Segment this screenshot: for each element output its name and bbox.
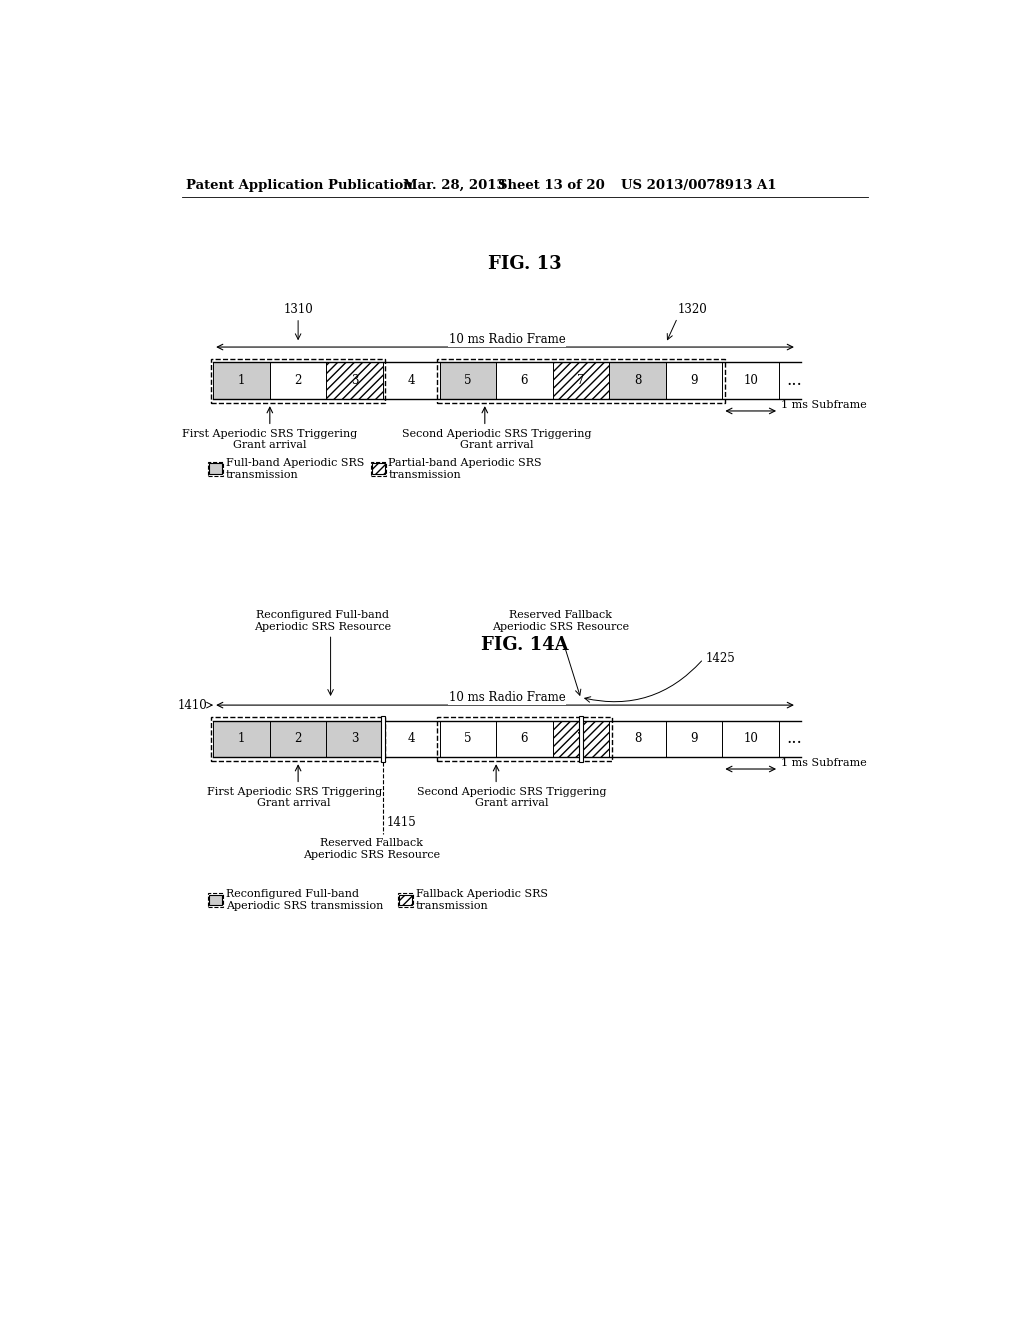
Bar bbox=[496, 363, 553, 400]
Text: 5: 5 bbox=[464, 733, 472, 746]
Text: 8: 8 bbox=[634, 733, 641, 746]
Bar bbox=[213, 363, 270, 400]
Bar bbox=[213, 721, 270, 758]
Bar bbox=[553, 363, 609, 400]
Bar bbox=[579, 715, 584, 762]
Bar bbox=[383, 363, 439, 400]
Text: 7: 7 bbox=[578, 375, 585, 388]
Bar bbox=[372, 463, 385, 474]
Text: Reserved Fallback
Aperiodic SRS Resource: Reserved Fallback Aperiodic SRS Resource bbox=[493, 610, 630, 632]
Text: 9: 9 bbox=[690, 375, 698, 388]
Text: 2: 2 bbox=[295, 375, 302, 388]
Text: 1415: 1415 bbox=[387, 816, 417, 829]
Bar bbox=[496, 721, 553, 758]
Text: 9: 9 bbox=[690, 733, 698, 746]
Bar bbox=[270, 721, 327, 758]
Bar bbox=[666, 363, 722, 400]
Bar bbox=[383, 721, 439, 758]
Text: 10: 10 bbox=[743, 733, 758, 746]
Text: 1310: 1310 bbox=[284, 304, 313, 317]
Text: FIG. 13: FIG. 13 bbox=[488, 255, 561, 273]
Bar bbox=[609, 363, 666, 400]
Bar bbox=[209, 895, 222, 906]
Text: Patent Application Publication: Patent Application Publication bbox=[186, 180, 413, 193]
Text: 7: 7 bbox=[578, 733, 585, 746]
Text: 8: 8 bbox=[634, 375, 641, 388]
Text: 1: 1 bbox=[238, 733, 245, 746]
Text: Partial-band Aperiodic SRS
transmission: Partial-band Aperiodic SRS transmission bbox=[388, 458, 542, 479]
Text: FIG. 14A: FIG. 14A bbox=[481, 636, 568, 653]
Bar bbox=[327, 363, 383, 400]
Text: 1320: 1320 bbox=[678, 304, 708, 317]
Text: 4: 4 bbox=[408, 375, 415, 388]
Text: Reserved Fallback
Aperiodic SRS Resource: Reserved Fallback Aperiodic SRS Resource bbox=[303, 838, 440, 859]
Text: 2: 2 bbox=[295, 733, 302, 746]
Bar bbox=[553, 721, 609, 758]
Bar bbox=[208, 892, 223, 907]
Text: US 2013/0078913 A1: US 2013/0078913 A1 bbox=[621, 180, 776, 193]
Text: 10 ms Radio Frame: 10 ms Radio Frame bbox=[449, 692, 565, 705]
Bar bbox=[722, 721, 779, 758]
Bar bbox=[437, 717, 611, 762]
Text: 1 ms Subframe: 1 ms Subframe bbox=[780, 400, 866, 409]
Text: Reconfigured Full-band
Aperiodic SRS transmission: Reconfigured Full-band Aperiodic SRS tra… bbox=[225, 890, 383, 911]
Text: First Aperiodic SRS Triggering
Grant arrival: First Aperiodic SRS Triggering Grant arr… bbox=[182, 429, 357, 450]
Text: 1 ms Subframe: 1 ms Subframe bbox=[780, 758, 866, 768]
Bar bbox=[439, 721, 496, 758]
Text: Second Aperiodic SRS Triggering
Grant arrival: Second Aperiodic SRS Triggering Grant ar… bbox=[401, 429, 591, 450]
Text: 4: 4 bbox=[408, 733, 415, 746]
Bar bbox=[439, 363, 496, 400]
Bar bbox=[270, 363, 327, 400]
Text: Second Aperiodic SRS Triggering
Grant arrival: Second Aperiodic SRS Triggering Grant ar… bbox=[417, 787, 606, 808]
Text: 1410: 1410 bbox=[178, 698, 208, 711]
Bar bbox=[211, 359, 385, 404]
Text: 6: 6 bbox=[520, 375, 528, 388]
Text: 3: 3 bbox=[351, 733, 358, 746]
Bar bbox=[211, 717, 385, 762]
Text: 5: 5 bbox=[464, 375, 472, 388]
Bar bbox=[666, 721, 722, 758]
Text: Sheet 13 of 20: Sheet 13 of 20 bbox=[499, 180, 605, 193]
Text: Mar. 28, 2013: Mar. 28, 2013 bbox=[403, 180, 506, 193]
Bar bbox=[437, 359, 725, 404]
Text: First Aperiodic SRS Triggering
Grant arrival: First Aperiodic SRS Triggering Grant arr… bbox=[207, 787, 382, 808]
Text: 6: 6 bbox=[520, 733, 528, 746]
Text: 3: 3 bbox=[351, 375, 358, 388]
Text: ...: ... bbox=[786, 730, 803, 747]
Bar bbox=[208, 462, 223, 475]
Text: Fallback Aperiodic SRS
transmission: Fallback Aperiodic SRS transmission bbox=[416, 890, 548, 911]
Bar bbox=[722, 363, 779, 400]
Text: Full-band Aperiodic SRS
transmission: Full-band Aperiodic SRS transmission bbox=[225, 458, 364, 479]
Bar bbox=[209, 463, 222, 474]
Text: 1425: 1425 bbox=[706, 652, 735, 665]
Bar bbox=[381, 715, 385, 762]
Text: Reconfigured Full-band
Aperiodic SRS Resource: Reconfigured Full-band Aperiodic SRS Res… bbox=[254, 610, 391, 632]
Text: 1: 1 bbox=[238, 375, 245, 388]
Bar bbox=[371, 462, 386, 475]
Bar bbox=[327, 721, 383, 758]
Text: 10: 10 bbox=[743, 375, 758, 388]
Bar bbox=[399, 895, 412, 906]
Text: 10 ms Radio Frame: 10 ms Radio Frame bbox=[449, 333, 565, 346]
Text: ...: ... bbox=[786, 372, 803, 389]
Bar bbox=[609, 721, 666, 758]
Bar bbox=[397, 892, 414, 907]
